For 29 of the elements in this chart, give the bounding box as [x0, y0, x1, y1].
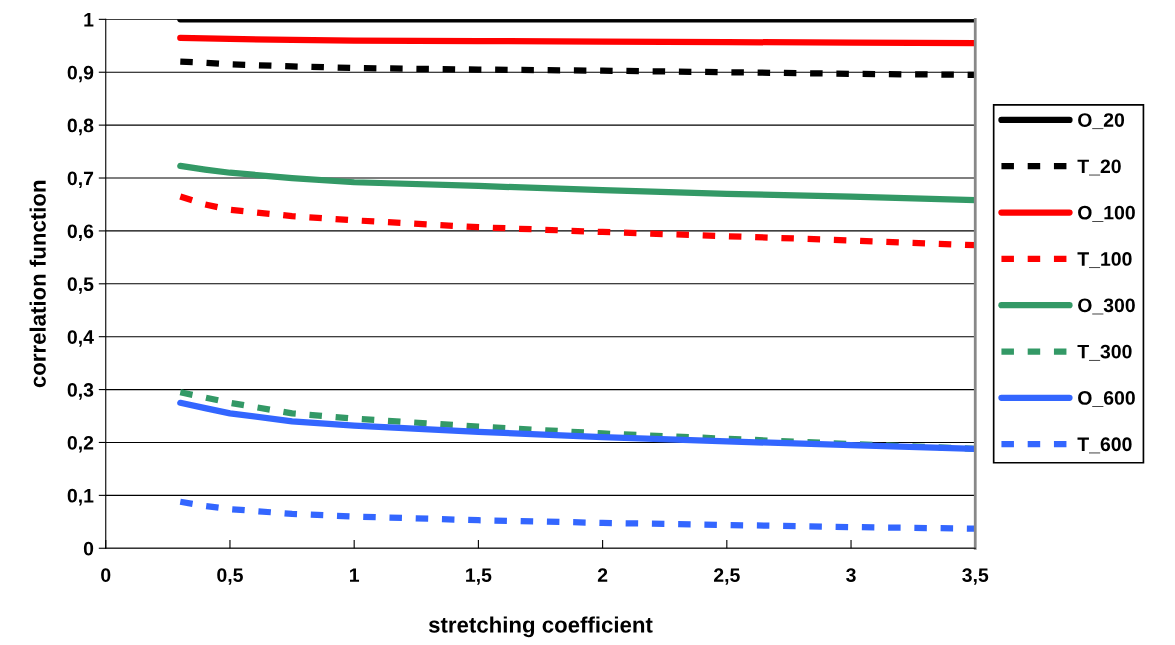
x-axis-title: stretching coefficient: [428, 616, 653, 638]
legend-label: T_20: [1077, 159, 1121, 176]
y-tick-label: 0,5: [67, 277, 94, 294]
y-tick-label: 0,9: [67, 65, 94, 83]
x-tick-label: 3,5: [962, 568, 989, 585]
x-tick-label: 0,5: [217, 568, 243, 585]
legend-label: O_20: [1078, 113, 1125, 130]
x-tick-label: 1,5: [466, 568, 492, 585]
x-tick-label: 2: [597, 568, 608, 582]
y-axis-title: correlation function: [29, 180, 46, 388]
legend-label: T_100: [1077, 252, 1132, 269]
legend-label: O_100: [1078, 205, 1135, 222]
x-tick-label: 3: [846, 568, 856, 582]
legend-label: O_300: [1078, 298, 1135, 315]
y-tick-label: 0,2: [67, 435, 94, 453]
x-tick-label: 0: [101, 568, 111, 582]
legend-label: T_600: [1077, 437, 1132, 454]
y-tick-label: 0,3: [67, 383, 94, 400]
y-tick-label: 0,8: [67, 118, 94, 136]
y-tick-label: 0: [83, 541, 94, 556]
y-tick-label: 0,4: [67, 330, 94, 347]
x-tick-label: 1: [350, 568, 360, 582]
y-tick-label: 1: [84, 13, 94, 27]
y-tick-label: 0,7: [67, 171, 94, 189]
legend-label: O_600: [1078, 391, 1135, 407]
x-tick-label: 2,5: [713, 568, 740, 585]
y-tick-label: 0,1: [67, 488, 94, 506]
legend-label: T_300: [1077, 344, 1132, 361]
y-tick-label: 0,6: [67, 224, 94, 241]
